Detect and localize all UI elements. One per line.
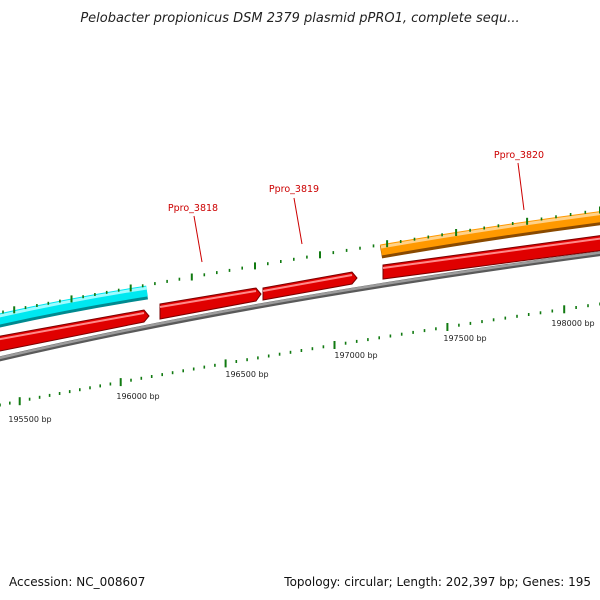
accession-text: Accession: NC_008607 [9, 575, 145, 589]
cds-arrow-ppro-3820[interactable] [382, 235, 600, 280]
scale-label-195500: 195500 bp [8, 415, 51, 424]
map-title: Pelobacter propionicus DSM 2379 plasmid … [80, 11, 519, 26]
gene-label-ppro-3818[interactable]: Ppro_3818 [168, 203, 218, 214]
scale-label-197000: 197000 bp [334, 351, 377, 360]
cds-arrow-ppro-3819[interactable] [262, 271, 358, 301]
gene-label-ppro-3819[interactable]: Ppro_3819 [269, 184, 319, 195]
cds-arrow-left[interactable] [0, 309, 150, 352]
gene-label-pointers [193, 162, 525, 263]
scale-label-198000: 198000 bp [551, 319, 594, 328]
scale-label-196500: 196500 bp [225, 370, 268, 379]
orange-feature[interactable] [379, 211, 600, 259]
cds-arrow-ppro-3818[interactable] [159, 287, 262, 320]
outer-tick-marks [2, 206, 600, 314]
backbone [0, 251, 600, 362]
topology-summary: Topology: circular; Length: 202,397 bp; … [283, 575, 591, 589]
scale-label-196000: 196000 bp [116, 392, 159, 401]
inner-tick-marks [0, 302, 600, 407]
gene-label-ppro-3820[interactable]: Ppro_3820 [494, 150, 544, 161]
scale-label-197500: 197500 bp [443, 334, 486, 343]
